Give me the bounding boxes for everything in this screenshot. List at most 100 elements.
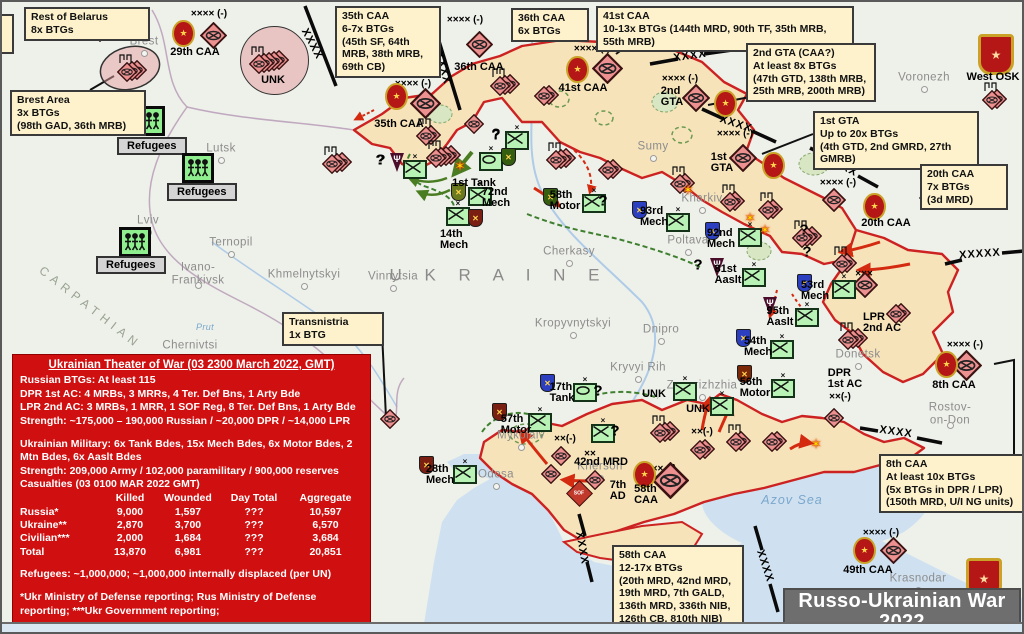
callout-58th-caa[interactable]: 58th CAA 12-17x BTGs (20th MRD, 42nd MRD… — [612, 545, 744, 630]
callout-41st-caa[interactable]: 41st CAA 10-13x BTGs (144th MRD, 90th TF… — [596, 6, 854, 53]
ukrainian-unit-icon[interactable]: × — [738, 220, 762, 247]
callout-transnistria[interactable]: Transnistria 1x BTG — [282, 312, 384, 346]
unit-size-mark: ×××× (-) — [819, 177, 857, 189]
ukrainian-unit-label: 58th Motor — [549, 189, 581, 213]
russian-btg-stack[interactable] — [758, 192, 788, 220]
info-panel: Ukrainian Theater of War (03 2300 March … — [12, 354, 371, 632]
callout-35th-caa[interactable]: 35th CAA 6-7x BTGs (45th SF, 64th MRB, 3… — [335, 6, 441, 78]
ukrainian-unit-icon[interactable]: × — [468, 179, 492, 206]
army-emblem: ★ — [633, 461, 656, 488]
unit-size-mark: ××(-) — [554, 433, 576, 445]
ukrainian-unit-icon[interactable]: × — [505, 123, 529, 150]
russian-unit-label: 7th AD — [609, 479, 627, 503]
city-label: Krasnodar — [889, 572, 947, 585]
callout-1st-gta[interactable]: 1st GTA Up to 20x BTGs (4th GTD, 2nd GMR… — [813, 111, 979, 171]
city-label: Kropyvnytskyi — [534, 317, 612, 330]
russian-btg-stack[interactable] — [551, 446, 576, 466]
russian-btg-stack[interactable] — [585, 470, 610, 490]
info-line: DPR 1st AC: 4 MRBs, 3 MRRs, 4 Ter. Def B… — [20, 387, 301, 400]
russian-btg-stack[interactable] — [720, 184, 750, 212]
ukrainian-unit-icon[interactable]: × — [573, 375, 597, 402]
combat-explosion-icon: ✶ ✶ — [809, 436, 823, 453]
uncertainty-question-mark: ? — [802, 243, 812, 261]
unit-size-mark: ×××× (-) — [394, 78, 432, 90]
uncertainty-question-mark: ? — [610, 422, 620, 440]
russian-btg-stack[interactable] — [824, 408, 849, 428]
city-label: Khmelnytskyi — [267, 268, 341, 281]
refugees-icon — [119, 227, 151, 257]
russian-btg-stack[interactable] — [832, 246, 862, 274]
russian-btg-stack[interactable] — [762, 431, 792, 452]
refugees-badge: Refugees — [167, 183, 237, 201]
ukrainian-unit-icon[interactable]: × — [446, 199, 470, 226]
city-dot — [699, 394, 706, 401]
ukrainian-unit-icon[interactable]: × — [528, 405, 552, 432]
russian-btg-stack[interactable] — [726, 424, 756, 452]
city-dot — [685, 249, 692, 256]
brigade-shield-icon: ✕ — [468, 209, 483, 227]
ukrainian-unit-icon[interactable]: × — [771, 371, 795, 398]
army-emblem: ★ — [566, 56, 589, 83]
russian-unit-label: UNK — [261, 74, 285, 86]
army-emblem: ★ — [172, 20, 195, 47]
region-label: U K R A I N E — [389, 265, 609, 285]
russian-btg-stack[interactable] — [249, 46, 294, 74]
casualty-cell: 1,684 — [174, 532, 202, 545]
uncertainty-question-mark: ? — [375, 151, 385, 169]
city-label: Lutsk — [206, 142, 236, 155]
ukrainian-unit-icon[interactable]: × — [479, 144, 503, 171]
callout-rest-of-belarus[interactable]: Rest of Belarus 8x BTGs — [24, 7, 150, 41]
unit-size-mark: ×××× (-) — [716, 128, 754, 140]
ukrainian-unit-label: 93rd Mech — [639, 205, 669, 229]
army-emblem: ★ — [762, 152, 785, 179]
russian-unit-label: West OSK — [966, 71, 1020, 83]
russian-btg-stack[interactable] — [670, 166, 700, 194]
russian-btg-stack[interactable] — [426, 140, 466, 168]
ukrainian-unit-icon[interactable]: × — [453, 457, 477, 484]
ukrainian-unit-icon[interactable]: × — [710, 389, 734, 416]
info-panel-title: Ukrainian Theater of War (03 2300 March … — [48, 359, 335, 371]
russian-unit-label: 35th CAA — [374, 118, 424, 130]
ukrainian-unit-icon[interactable]: × — [591, 416, 615, 443]
callout-20th-caa[interactable]: 20th CAA 7x BTGs (3d MRD) — [920, 164, 1008, 211]
city-dot — [921, 86, 928, 93]
brigade-shield-icon: ✕ — [492, 403, 507, 421]
russian-btg-stack[interactable] — [541, 464, 566, 484]
russian-btg-stack[interactable] — [322, 146, 357, 174]
russian-btg-stack[interactable] — [690, 439, 720, 460]
russian-btg-stack[interactable] — [464, 114, 489, 134]
russian-unit-label: DPR 1st AC — [827, 367, 863, 391]
russian-btg-stack[interactable] — [117, 54, 152, 82]
russian-btg-stack[interactable] — [838, 322, 873, 350]
ukrainian-unit-icon[interactable]: × — [832, 272, 856, 299]
callout-36th-caa[interactable]: 36th CAA 6x BTGs — [511, 8, 589, 42]
ukrainian-unit-icon[interactable]: × — [666, 205, 690, 232]
army-emblem: ★ — [935, 351, 958, 378]
russian-btg-stack[interactable] — [546, 142, 581, 170]
casualty-header: Killed — [115, 492, 145, 505]
callout-brest-area[interactable]: Brest Area 3x BTGs (98th GAD, 36th MRB) — [10, 90, 146, 137]
region-label: Azov Sea — [761, 493, 823, 508]
city-label: Odesa — [478, 468, 514, 481]
russian-btg-stack[interactable] — [650, 415, 685, 443]
casualty-cell: ??? — [244, 532, 264, 545]
ukrainian-unit-icon[interactable]: × — [795, 300, 819, 327]
callout-8th-caa[interactable]: 8th CAA At least 10x BTGs (5x BTGs in DP… — [879, 454, 1022, 514]
callout-2nd-gta[interactable]: 2nd GTA (CAA?) At least 8x BTGs (47th GT… — [746, 43, 876, 103]
russian-btg-stack[interactable] — [534, 85, 564, 106]
russian-btg-stack[interactable] — [490, 68, 525, 96]
ukrainian-unit-icon[interactable]: × — [403, 152, 427, 179]
russian-btg-stack[interactable] — [792, 220, 827, 248]
uncertainty-question-mark: ? — [376, 151, 386, 169]
city-label: Kharkiv — [681, 192, 723, 205]
russian-btg-stack[interactable] — [982, 82, 1012, 110]
army-emblem: ★ — [853, 537, 876, 564]
russian-btg-stack[interactable] — [380, 409, 405, 429]
russian-btg-stack[interactable] — [598, 159, 628, 180]
city-label: Dnipro — [642, 323, 680, 336]
brigade-shield-icon: ✕ — [540, 374, 555, 392]
ukrainian-unit-icon[interactable]: × — [673, 374, 697, 401]
russian-btg-stack[interactable] — [886, 303, 916, 324]
ukrainian-unit-icon[interactable]: × — [742, 260, 766, 287]
ukrainian-unit-icon[interactable]: × — [770, 332, 794, 359]
